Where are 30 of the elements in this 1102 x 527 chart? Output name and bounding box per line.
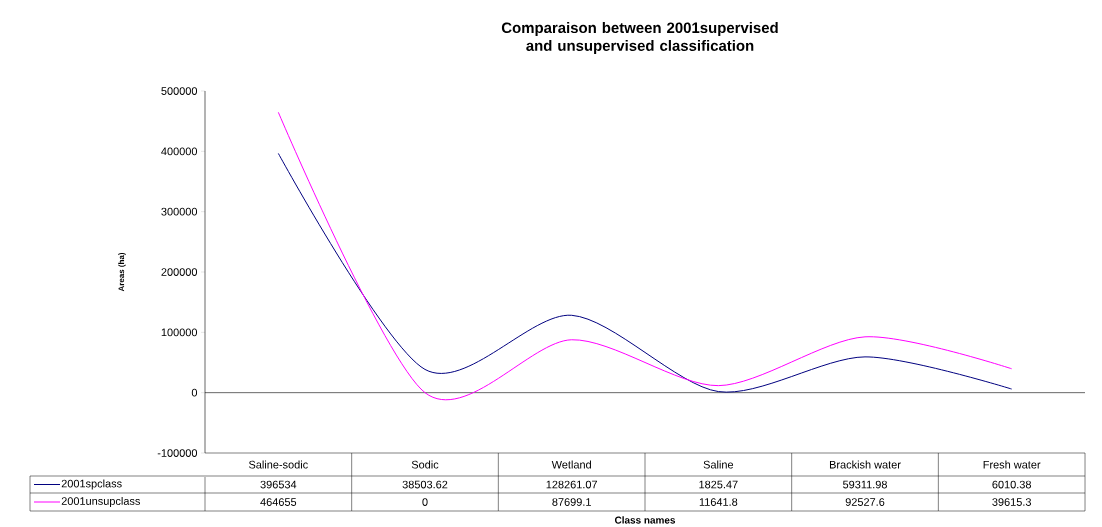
legend-label: 2001unsupclass bbox=[61, 496, 140, 508]
x-tick-label: Wetland bbox=[551, 460, 591, 469]
data-label: 464655 bbox=[260, 498, 297, 506]
y-tick-label: 400000 bbox=[161, 147, 198, 156]
x-tick-label: Saline-sodic bbox=[248, 460, 308, 469]
legend-label: 2001spclass bbox=[61, 479, 122, 490]
data-label: 11641.8 bbox=[699, 498, 738, 506]
data-label: 92527.6 bbox=[845, 498, 885, 506]
data-label: 6010.38 bbox=[992, 480, 1031, 489]
y-tick-label: 200000 bbox=[161, 268, 198, 276]
x-tick-label: Brackish water bbox=[829, 460, 901, 469]
y-tick-label: 300000 bbox=[161, 207, 198, 216]
x-axis-title: Class names bbox=[614, 516, 676, 524]
line-series bbox=[277, 152, 1013, 393]
y-tick-label: 0 bbox=[191, 388, 198, 397]
y-tick-label: 100000 bbox=[161, 328, 198, 337]
data-label: 0 bbox=[422, 498, 428, 506]
data-label: 38503.62 bbox=[402, 480, 448, 489]
data-label: 87699.1 bbox=[552, 498, 591, 506]
data-label: 59311.98 bbox=[843, 480, 887, 489]
data-label: 396534 bbox=[260, 480, 297, 489]
data-label: 39615.3 bbox=[992, 498, 1031, 506]
chart-title: Comparaison between 2001supervised and unsupervised classification bbox=[501, 22, 778, 54]
y-tick-label: -100000 bbox=[157, 449, 198, 457]
x-tick-label: Saline bbox=[703, 460, 734, 469]
data-label: 128261.07 bbox=[546, 480, 598, 489]
data-label: 1825.47 bbox=[699, 480, 738, 489]
x-tick-label: Fresh water bbox=[983, 460, 1041, 469]
y-tick-label: 500000 bbox=[161, 87, 198, 95]
x-tick-label: Sodic bbox=[411, 460, 439, 469]
